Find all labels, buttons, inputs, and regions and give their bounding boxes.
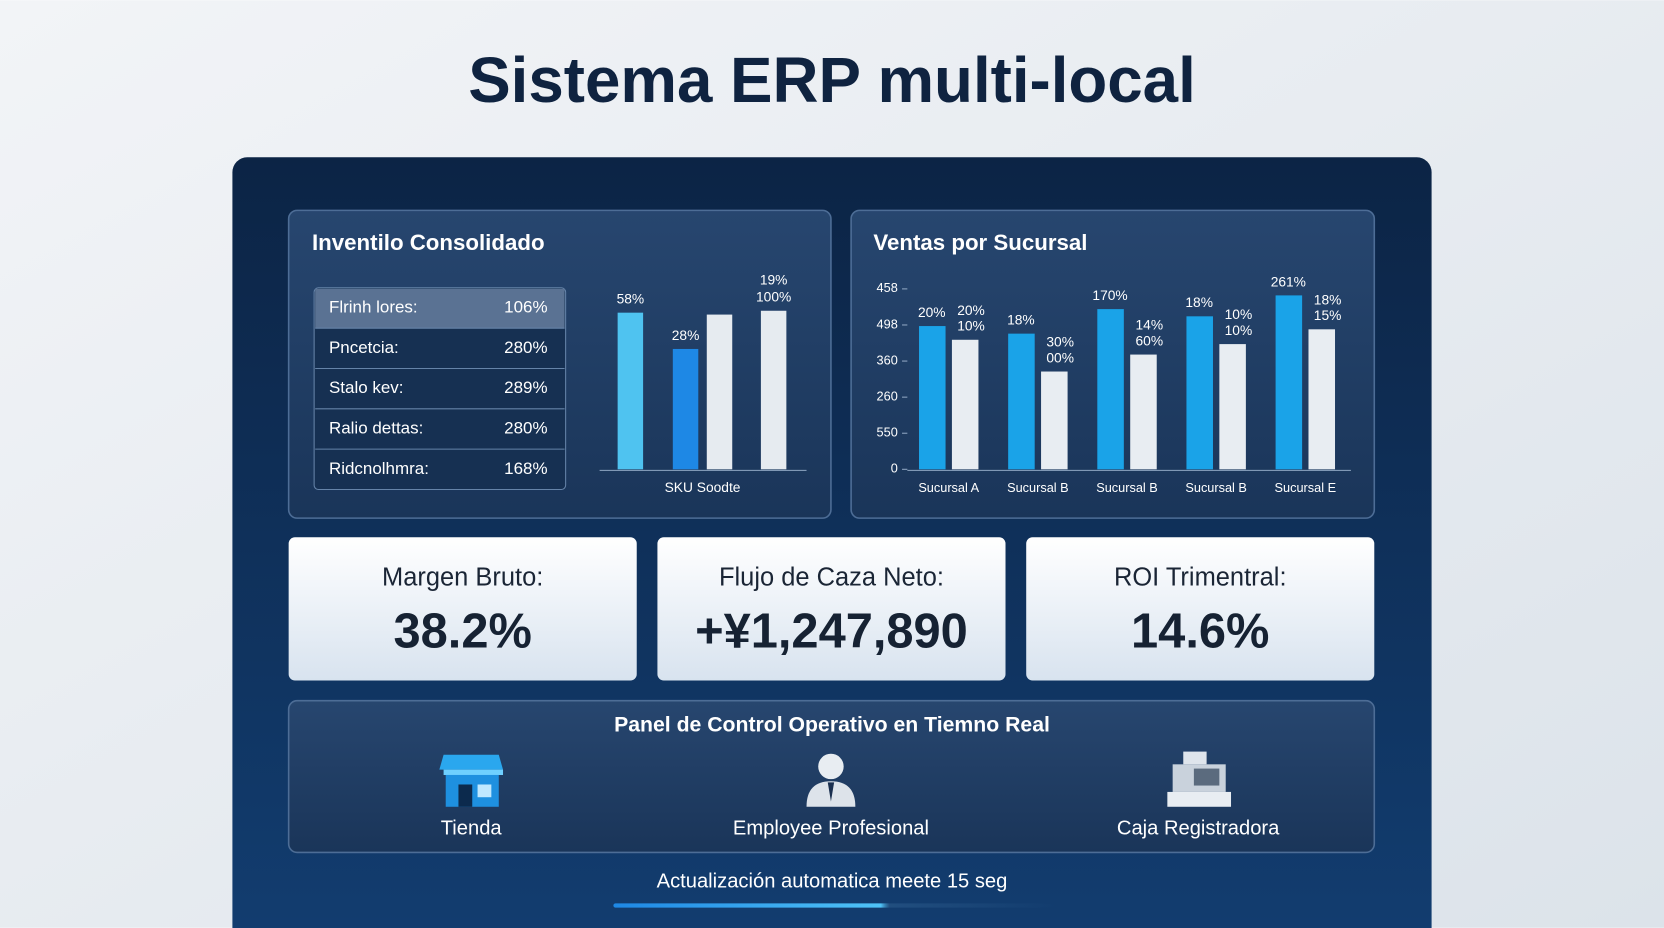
bar-label: 30% bbox=[1046, 335, 1074, 350]
table-label: Ridcnolhmra: bbox=[329, 459, 429, 478]
kpi-value: +¥1,247,890 bbox=[695, 605, 968, 659]
kpi-card bbox=[657, 537, 1006, 681]
bar-label: 18% bbox=[1007, 313, 1035, 328]
control-item-label: Tienda bbox=[441, 817, 503, 839]
bar bbox=[1275, 295, 1303, 470]
y-tick-label: 360 bbox=[877, 352, 898, 367]
footer-status: Actualización automatica meete 15 seg bbox=[657, 870, 1008, 892]
bar bbox=[617, 312, 644, 470]
page-title: Sistema ERP multi-local bbox=[468, 45, 1196, 116]
x-tick-label: Sucursal E bbox=[1275, 480, 1337, 495]
bar bbox=[672, 348, 699, 470]
kpi-value: 38.2% bbox=[394, 605, 532, 659]
kpi-label: Margen Bruto: bbox=[382, 563, 543, 591]
bar-label: 261% bbox=[1271, 274, 1306, 289]
kpi-card bbox=[1026, 537, 1375, 681]
x-tick-label: Sucursal B bbox=[1096, 480, 1158, 495]
store-icon bbox=[439, 754, 504, 807]
bar-label: 28% bbox=[672, 328, 700, 343]
bar-label: 15% bbox=[1314, 308, 1342, 323]
table-value: 168% bbox=[504, 459, 547, 478]
bar bbox=[760, 310, 787, 470]
bar bbox=[1219, 344, 1246, 470]
employee-icon bbox=[806, 753, 856, 807]
bar-label: 20% bbox=[918, 305, 946, 320]
table-label: Pncetcia: bbox=[329, 338, 399, 357]
bar bbox=[706, 314, 733, 470]
bar-label: 170% bbox=[1092, 288, 1127, 303]
bar-label: 18% bbox=[1314, 292, 1342, 307]
table-value: 280% bbox=[504, 418, 547, 437]
table-header-row bbox=[315, 288, 565, 329]
table-label: Ralio dettas: bbox=[329, 418, 423, 437]
x-tick-label: Sucursal B bbox=[1185, 480, 1247, 495]
y-tick-label: 0 bbox=[891, 461, 898, 476]
control-item-label: Caja Registradora bbox=[1117, 817, 1280, 839]
table-label: Flrinh lores: bbox=[329, 297, 418, 316]
bar bbox=[1130, 354, 1157, 470]
sales-title: Ventas por Sucursal bbox=[873, 230, 1087, 255]
bar-label: 10% bbox=[1225, 323, 1253, 338]
bar-label: 100% bbox=[756, 290, 791, 305]
bar bbox=[1008, 333, 1035, 470]
bar bbox=[951, 339, 979, 470]
y-tick-label: 458 bbox=[877, 280, 898, 295]
inventory-title: Inventilo Consolidado bbox=[312, 230, 545, 255]
progress-bar bbox=[613, 903, 1060, 908]
x-tick-label: Sucursal B bbox=[1007, 480, 1069, 495]
kpi-label: Flujo de Caza Neto: bbox=[719, 563, 944, 591]
bar-label: 10% bbox=[1225, 307, 1253, 322]
x-axis-label: SKU Soodte bbox=[665, 480, 741, 495]
bar-label: 19% bbox=[760, 273, 788, 288]
bar-label: 00% bbox=[1046, 350, 1074, 365]
bar-label: 58% bbox=[617, 292, 645, 307]
register-icon bbox=[1167, 751, 1232, 807]
bar bbox=[919, 326, 946, 470]
y-tick-label: 498 bbox=[877, 316, 898, 331]
bar-label: 10% bbox=[957, 319, 985, 334]
bar bbox=[1186, 316, 1213, 470]
y-tick-label: 260 bbox=[877, 389, 898, 404]
bar-label: 14% bbox=[1136, 318, 1164, 333]
bar-label: 18% bbox=[1185, 295, 1213, 310]
inventory-table bbox=[313, 287, 567, 490]
bar-label: 20% bbox=[957, 303, 985, 318]
kpi-value: 14.6% bbox=[1131, 605, 1269, 659]
table-value: 289% bbox=[504, 378, 547, 397]
control-item-label: Employee Profesional bbox=[733, 817, 929, 839]
table-value: 280% bbox=[504, 338, 547, 357]
table-label: Stalo kev: bbox=[329, 378, 404, 397]
bar bbox=[1097, 309, 1124, 470]
kpi-card bbox=[288, 537, 637, 681]
bar bbox=[1308, 329, 1336, 470]
y-tick-label: 550 bbox=[877, 425, 898, 440]
x-tick-label: Sucursal A bbox=[918, 480, 979, 495]
table-value: 106% bbox=[504, 297, 547, 316]
kpi-label: ROI Trimentral: bbox=[1114, 563, 1287, 591]
bar bbox=[1041, 371, 1068, 470]
bar-label: 60% bbox=[1136, 333, 1164, 348]
control-title: Panel de Control Operativo en Tiemno Rea… bbox=[614, 714, 1050, 737]
